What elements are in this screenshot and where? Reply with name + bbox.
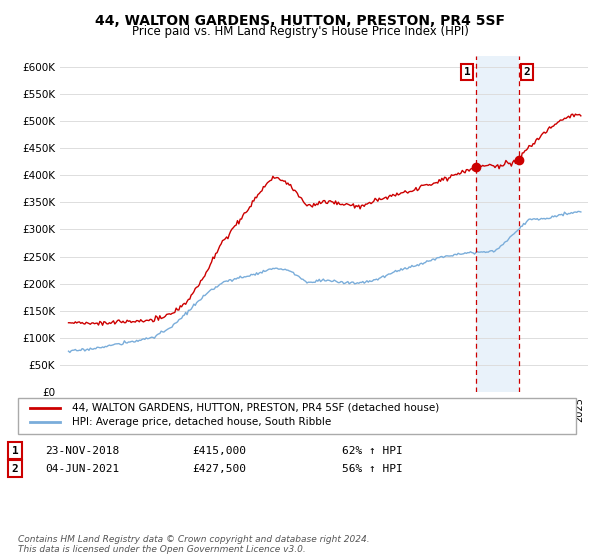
Bar [476, 56, 518, 392]
Text: 23-NOV-2018: 23-NOV-2018 [45, 446, 119, 456]
Text: 44, WALTON GARDENS, HUTTON, PRESTON, PR4 5SF: 44, WALTON GARDENS, HUTTON, PRESTON, PR4… [95, 14, 505, 28]
Text: HPI: Average price, detached house, South Ribble: HPI: Average price, detached house, Sout… [72, 417, 331, 427]
Text: 2: 2 [524, 67, 530, 77]
Text: 2: 2 [11, 464, 19, 474]
Text: 62% ↑ HPI: 62% ↑ HPI [342, 446, 403, 456]
Text: 04-JUN-2021: 04-JUN-2021 [45, 464, 119, 474]
Text: £415,000: £415,000 [192, 446, 246, 456]
Text: Price paid vs. HM Land Registry's House Price Index (HPI): Price paid vs. HM Land Registry's House … [131, 25, 469, 38]
Text: 56% ↑ HPI: 56% ↑ HPI [342, 464, 403, 474]
Text: 1: 1 [464, 67, 470, 77]
Text: Contains HM Land Registry data © Crown copyright and database right 2024.
This d: Contains HM Land Registry data © Crown c… [18, 535, 370, 554]
Text: 44, WALTON GARDENS, HUTTON, PRESTON, PR4 5SF (detached house): 44, WALTON GARDENS, HUTTON, PRESTON, PR4… [72, 403, 439, 413]
Text: 1: 1 [11, 446, 19, 456]
Text: £427,500: £427,500 [192, 464, 246, 474]
